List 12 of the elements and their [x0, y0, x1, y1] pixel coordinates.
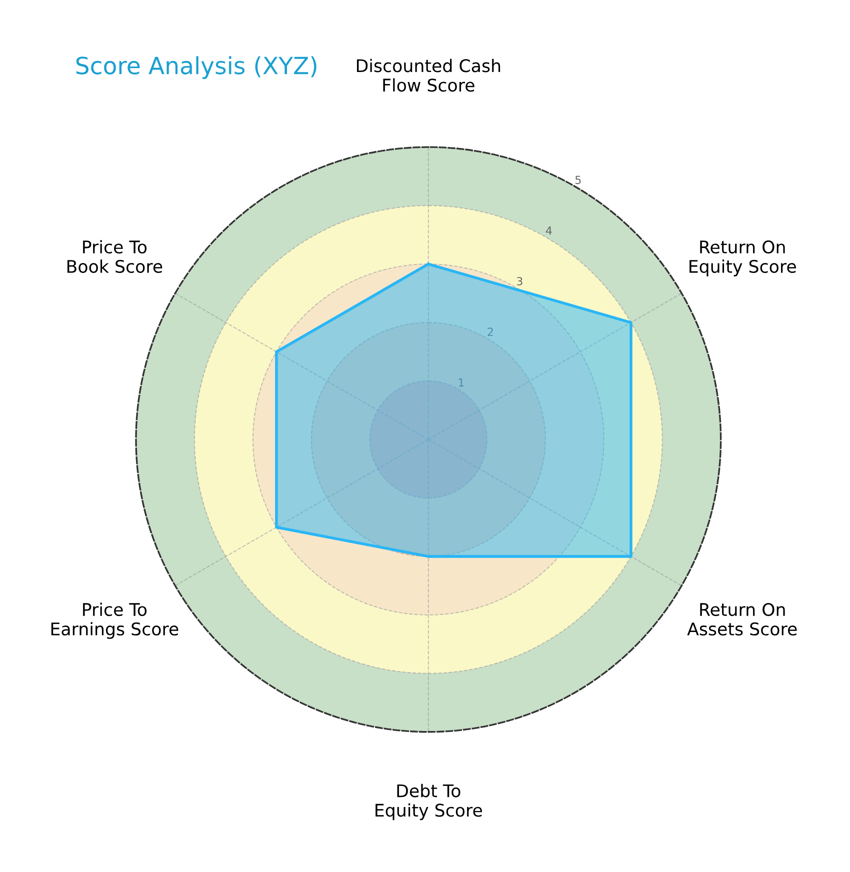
y-tick-label: 4 — [546, 226, 552, 235]
spoke-label: Return On Equity Score — [690, 240, 796, 276]
y-tick-label: 1 — [458, 378, 464, 387]
y-tick-label: 2 — [488, 328, 493, 336]
spoke-label: Return On Assets Score — [687, 602, 797, 636]
spoke-label: Discounted Cash Flow Score — [356, 58, 500, 92]
y-tick-label: 5 — [575, 176, 581, 184]
spoke-label: Debt To Equity Score — [376, 784, 482, 820]
spoke-label: Price To Book Score — [67, 240, 162, 273]
chart-title: Score Analysis (XYZ) — [76, 56, 316, 80]
spoke-label: Price To Earnings Score — [51, 602, 178, 639]
y-tick-label: 3 — [516, 276, 522, 286]
